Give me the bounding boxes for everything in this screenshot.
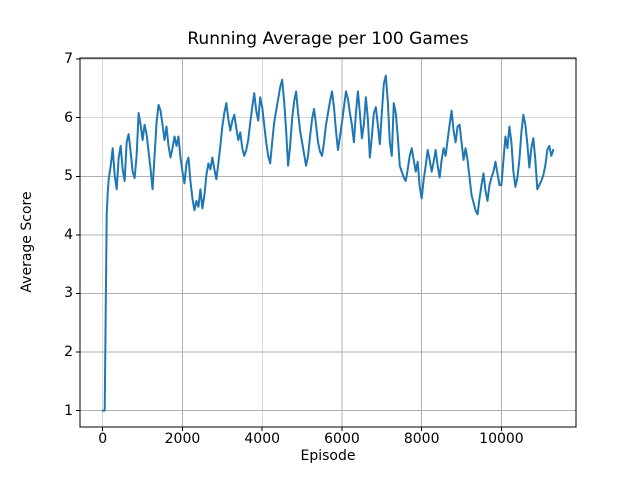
x-axis-label: Episode — [300, 448, 356, 464]
y-tick-label: 7 — [64, 51, 73, 68]
y-tick-label: 5 — [64, 168, 73, 185]
x-tick-label: 6000 — [324, 431, 360, 447]
grid-lines — [80, 58, 576, 427]
x-tick-label: 4000 — [244, 431, 281, 447]
axes-spines — [79, 57, 577, 428]
x-tick-label: 0 — [98, 431, 108, 447]
y-tick-label: 3 — [64, 285, 73, 302]
y-tick-label: 6 — [64, 109, 73, 126]
x-tick-label: 10000 — [479, 431, 524, 447]
chart-title: Running Average per 100 Games — [187, 29, 469, 49]
y-axis-label: Average Score — [19, 191, 35, 293]
x-tick-label: 8000 — [403, 431, 440, 447]
running-average-line — [101, 74, 555, 412]
tick-marks — [76, 58, 502, 431]
y-tick-label: 1 — [64, 402, 73, 419]
y-tick-label: 2 — [64, 344, 73, 361]
x-tick-label: 2000 — [164, 431, 201, 447]
y-tick-label: 4 — [64, 226, 73, 243]
